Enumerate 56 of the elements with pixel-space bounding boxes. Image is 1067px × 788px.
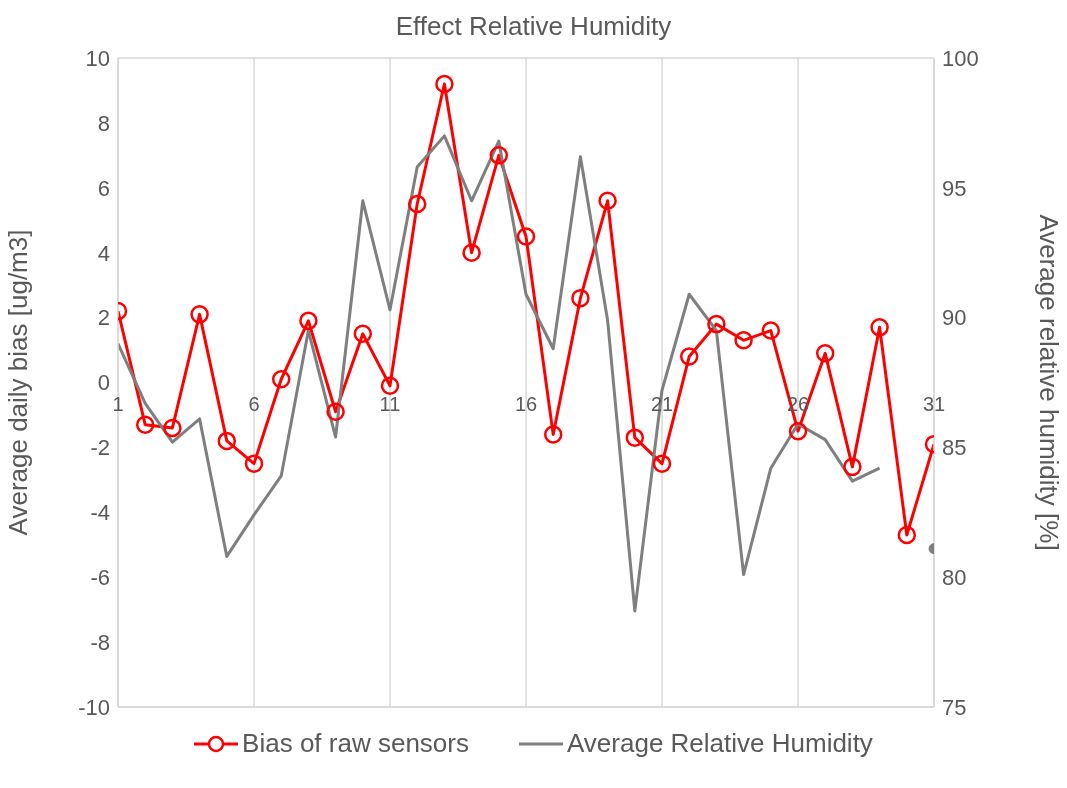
y2-tick-label: 80 (942, 565, 967, 591)
y2-tick-label: 85 (942, 435, 967, 461)
point (435, 74, 454, 94)
point (788, 421, 808, 441)
point (326, 402, 345, 421)
point (707, 314, 726, 334)
x-tick-label: 31 (922, 392, 946, 415)
point (516, 227, 536, 246)
legend-label: Bias of raw sensors (241, 728, 469, 759)
y-tick-label: -6 (90, 565, 110, 591)
y-tick-label: -4 (90, 500, 110, 526)
y-tick-label: 4 (97, 240, 110, 266)
x-tick-label: 1 (112, 392, 124, 415)
point (897, 525, 917, 545)
point (571, 288, 590, 308)
point (190, 305, 209, 324)
y2-tick-label: 90 (942, 305, 967, 331)
y-tick-label: -2 (90, 435, 110, 461)
point (353, 324, 373, 344)
point (625, 428, 645, 447)
y-axis-title: Average daily bias [ug/m3] (3, 229, 34, 536)
point (407, 194, 427, 214)
point (135, 415, 155, 434)
x-tick-label: 6 (248, 392, 260, 415)
y-tick-label: -8 (90, 629, 110, 655)
y-tick-label: 8 (97, 110, 110, 136)
point (761, 321, 781, 340)
point (271, 370, 291, 389)
y2-tick-label: 95 (942, 175, 967, 201)
y2-axis-title: Average relative humidity [%] (1033, 214, 1064, 551)
point (843, 457, 862, 477)
point (543, 425, 563, 444)
point (244, 454, 264, 473)
point (489, 146, 509, 165)
point (598, 191, 617, 211)
point (679, 347, 699, 366)
point (217, 431, 237, 451)
point (815, 344, 835, 363)
point (652, 454, 672, 473)
x-tick-label: 16 (514, 392, 538, 415)
point (163, 418, 182, 438)
y-tick-label: 10 (85, 45, 110, 71)
point (299, 311, 318, 331)
y2-tick-label: 75 (942, 694, 967, 720)
y2-tick-label: 100 (942, 45, 979, 71)
y-tick-label: 0 (97, 370, 110, 396)
point (870, 318, 889, 337)
x-tick-label: 11 (379, 392, 401, 415)
point (734, 331, 753, 350)
y-tick-label: 2 (97, 305, 110, 331)
y-tick-label: -10 (78, 694, 110, 720)
y-tick-label: 6 (97, 175, 110, 201)
chart-title: Effect Relative Humidity (395, 11, 672, 41)
legend-label: Average Relative Humidity (566, 728, 873, 759)
point (380, 376, 400, 395)
point (462, 243, 481, 262)
